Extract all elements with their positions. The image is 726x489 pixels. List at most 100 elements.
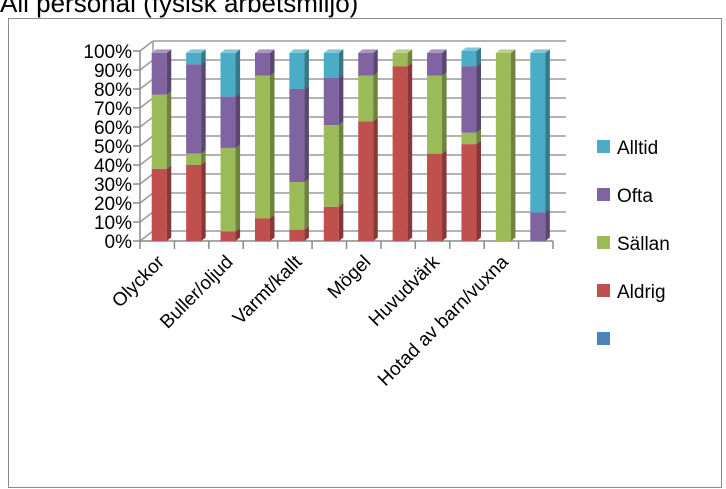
- gridline-side: [139, 230, 154, 242]
- bar-top: [461, 47, 482, 51]
- bar-front: [358, 52, 374, 76]
- bar-segment: [186, 60, 206, 154]
- bar-front: [323, 125, 339, 207]
- gridline-side: [139, 192, 154, 204]
- y-tick-label: 40%: [94, 156, 132, 177]
- bar-side: [269, 49, 275, 76]
- bar-segment: [461, 140, 482, 241]
- legend-label: Aldrig: [617, 282, 666, 303]
- legend-swatch: [597, 140, 610, 153]
- bar-segment: [461, 62, 482, 133]
- bar-side: [235, 49, 241, 97]
- bar-segment: [427, 72, 447, 154]
- legend-swatch: [597, 284, 610, 297]
- legend-label: Ofta: [617, 186, 653, 207]
- bar-segment: [358, 49, 378, 76]
- bar-side: [442, 150, 447, 241]
- bar-segment: [461, 47, 482, 67]
- bar-segment: [358, 117, 378, 241]
- bar-front: [427, 153, 443, 241]
- bar-segment: [323, 74, 344, 126]
- bar-side: [407, 49, 413, 67]
- bar-front: [358, 121, 374, 241]
- bar-top: [254, 49, 275, 53]
- bar-segment: [254, 72, 275, 219]
- y-tick-label: 30%: [94, 175, 132, 196]
- gridline-side: [139, 211, 154, 223]
- x-tick-label: Mögel: [324, 252, 375, 303]
- bar-front: [461, 132, 477, 145]
- x-tick-label: Olyckor: [108, 251, 169, 312]
- bar-front: [220, 231, 236, 241]
- y-tick-label: 50%: [94, 137, 132, 158]
- bar-front: [289, 182, 305, 230]
- bar-top: [289, 49, 309, 53]
- bar-front: [289, 52, 305, 89]
- y-tick-label: 70%: [94, 99, 132, 120]
- bar-segment: [186, 49, 206, 65]
- gridline-side: [139, 116, 154, 128]
- gridline-side: [139, 78, 154, 90]
- bar-front: [220, 96, 236, 148]
- bar-front: [358, 75, 374, 122]
- legend-swatch: [597, 332, 610, 345]
- bar-side: [407, 62, 413, 242]
- bar-side: [338, 49, 344, 78]
- bar-top: [392, 49, 413, 53]
- bar-front: [392, 52, 408, 67]
- bar-front: [461, 51, 477, 67]
- bar-side: [338, 74, 344, 126]
- bar-top: [427, 49, 447, 53]
- bar-segment: [427, 150, 447, 241]
- bar-side: [373, 117, 378, 241]
- bar-segment: [220, 49, 241, 97]
- bar-top: [530, 49, 550, 53]
- bar-front: [289, 229, 305, 241]
- bar-segment: [530, 209, 550, 241]
- bar-front: [530, 212, 546, 241]
- bar-segment: [220, 144, 241, 232]
- gridline-side: [139, 40, 154, 52]
- bar-segment: [151, 49, 172, 95]
- bar-side: [269, 214, 275, 241]
- gridline-side: [139, 173, 154, 185]
- legend-label: Sällan: [617, 234, 670, 255]
- bar-front: [186, 165, 202, 241]
- bar-side: [269, 72, 275, 219]
- chart-area: 0% 10% 20% 30% 40% 50% 60% 70% 80% 90% 100% Olyckor…: [8, 18, 722, 488]
- bar-side: [201, 60, 206, 154]
- bar-segment: [186, 161, 206, 241]
- bar-front: [289, 89, 305, 183]
- bar-front: [392, 66, 408, 241]
- bar-segment: [220, 93, 241, 148]
- x-tick-label: Buller/oljud: [156, 252, 237, 333]
- bar-side: [304, 226, 309, 241]
- bar-side: [166, 49, 172, 95]
- bar-side: [304, 49, 309, 89]
- gridline-side: [139, 59, 154, 71]
- bar-front: [186, 52, 202, 65]
- bar-front: [151, 168, 167, 241]
- bar-front: [186, 153, 202, 165]
- bar-side: [201, 49, 206, 65]
- bar-segment: [254, 49, 275, 76]
- bar-front: [220, 147, 236, 232]
- x-tick-label: Varmt/kallt: [229, 251, 307, 329]
- bar-side: [476, 140, 482, 241]
- bar-side: [166, 91, 172, 169]
- bar-side: [373, 49, 378, 76]
- legend-label: Alltid: [617, 138, 658, 159]
- y-tick-label: 10%: [94, 213, 132, 234]
- bar-side: [476, 62, 482, 133]
- bar-segment: [427, 49, 447, 76]
- chart-svg: 0%10%20%30%40%50%60%70%80%90%100%Olyckor…: [83, 40, 670, 391]
- bar-front: [254, 75, 270, 219]
- legend-swatch: [597, 236, 610, 249]
- bar-segment: [530, 49, 550, 213]
- legend-swatch: [597, 188, 610, 201]
- bar-front: [461, 144, 477, 241]
- bar-side: [235, 93, 241, 148]
- bar-side: [442, 72, 447, 154]
- bar-front: [427, 52, 443, 76]
